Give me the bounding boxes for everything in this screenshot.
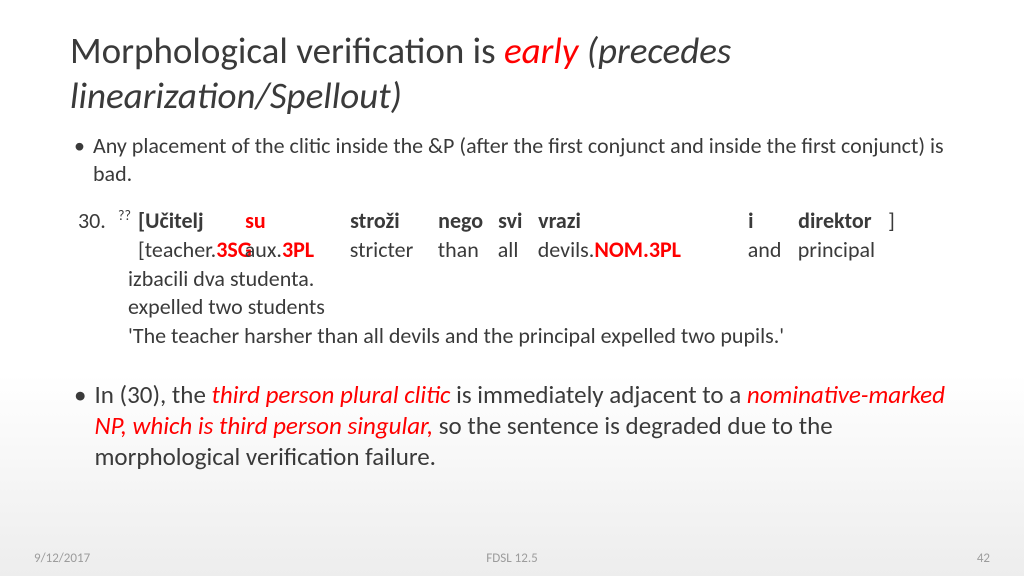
bullet-dot-icon: • — [74, 132, 85, 187]
title-pre: Morphological verification is — [70, 28, 504, 73]
g-aux-b: 3PL — [282, 236, 314, 263]
g-devils-a: devils. — [538, 236, 595, 263]
bullet-1: • Any placement of the clitic inside the… — [74, 132, 964, 187]
g-all: all — [498, 236, 538, 265]
bullet-2: • In (30), the third person plural cliti… — [74, 379, 964, 473]
example-number: 30. — [78, 207, 118, 236]
g-stricter: stricter — [350, 236, 438, 265]
b2-r1: third person plural clitic — [212, 379, 451, 410]
b2-t2: is immediately adjacent to a — [450, 379, 746, 410]
w-ucitelj: Učitelj — [145, 207, 245, 236]
w-direktor: direktor — [798, 207, 888, 236]
example-line3-gloss: expelled two students — [128, 293, 964, 322]
footer-page-number: 42 — [977, 551, 990, 566]
bullet-1-text: Any placement of the clitic inside the &… — [93, 132, 964, 187]
g-and: and — [748, 236, 798, 265]
example-30: 30. ?? [Učiteljsustrožinegosvivraziidirek… — [78, 207, 964, 350]
bracket-open: [ — [138, 207, 145, 236]
slide-body: Morphological verification is early (pre… — [0, 0, 1024, 472]
grammaticality-marker: ?? — [118, 207, 131, 224]
g-devils-b: NOM.3PL — [594, 236, 681, 263]
footer-date: 9/12/2017 — [34, 551, 90, 566]
g-aux-a: aux. — [245, 236, 282, 263]
g-principal: principal — [798, 236, 888, 265]
example-line-object: 30. ?? [Učiteljsustrožinegosvivraziidirek… — [78, 207, 964, 236]
example-line3-object: izbacili dva studenta. — [128, 265, 964, 294]
footer-venue: FDSL 12.5 — [486, 551, 537, 566]
bullet-2-text: In (30), the third person plural clitic … — [94, 379, 964, 473]
g-teacher-a: teacher. — [145, 236, 216, 263]
example-line-gloss: [teacher.3SGaux.3PLstricterthanalldevils… — [78, 236, 964, 265]
example-translation: 'The teacher harsher than all devils and… — [128, 322, 964, 351]
w-nego: nego — [438, 207, 498, 236]
w-vrazi: vrazi — [538, 207, 748, 236]
b2-t1: In (30), the — [94, 379, 211, 410]
bullet-dot-icon: • — [74, 379, 86, 473]
w-svi: svi — [498, 207, 538, 236]
slide-footer: 9/12/2017 FDSL 12.5 42 — [0, 551, 1024, 566]
gloss-bracket-open: [ — [138, 236, 145, 265]
g-than: than — [438, 236, 498, 265]
slide-title: Morphological verification is early (pre… — [70, 28, 964, 118]
w-i: i — [748, 207, 798, 236]
title-red: early — [504, 28, 578, 73]
w-strozi: stroži — [350, 207, 438, 236]
w-su: su — [245, 207, 350, 236]
bracket-close: ] — [888, 207, 895, 236]
